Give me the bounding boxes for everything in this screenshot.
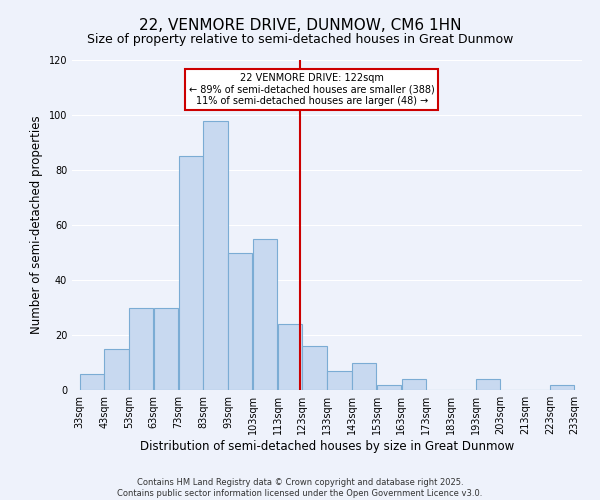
Y-axis label: Number of semi-detached properties: Number of semi-detached properties: [30, 116, 43, 334]
Bar: [302, 346, 327, 390]
Bar: [278, 324, 302, 390]
Bar: [203, 120, 228, 390]
Bar: [104, 349, 128, 390]
Bar: [401, 379, 426, 390]
Bar: [377, 384, 401, 390]
Bar: [80, 374, 104, 390]
Bar: [550, 384, 574, 390]
Bar: [476, 379, 500, 390]
Bar: [228, 252, 253, 390]
X-axis label: Distribution of semi-detached houses by size in Great Dunmow: Distribution of semi-detached houses by …: [140, 440, 514, 453]
Bar: [154, 308, 178, 390]
Bar: [179, 156, 203, 390]
Text: Contains HM Land Registry data © Crown copyright and database right 2025.
Contai: Contains HM Land Registry data © Crown c…: [118, 478, 482, 498]
Bar: [352, 362, 376, 390]
Bar: [327, 371, 352, 390]
Bar: [129, 308, 154, 390]
Bar: [253, 239, 277, 390]
Text: Size of property relative to semi-detached houses in Great Dunmow: Size of property relative to semi-detach…: [87, 32, 513, 46]
Text: 22, VENMORE DRIVE, DUNMOW, CM6 1HN: 22, VENMORE DRIVE, DUNMOW, CM6 1HN: [139, 18, 461, 32]
Text: 22 VENMORE DRIVE: 122sqm
← 89% of semi-detached houses are smaller (388)
11% of : 22 VENMORE DRIVE: 122sqm ← 89% of semi-d…: [189, 73, 434, 106]
